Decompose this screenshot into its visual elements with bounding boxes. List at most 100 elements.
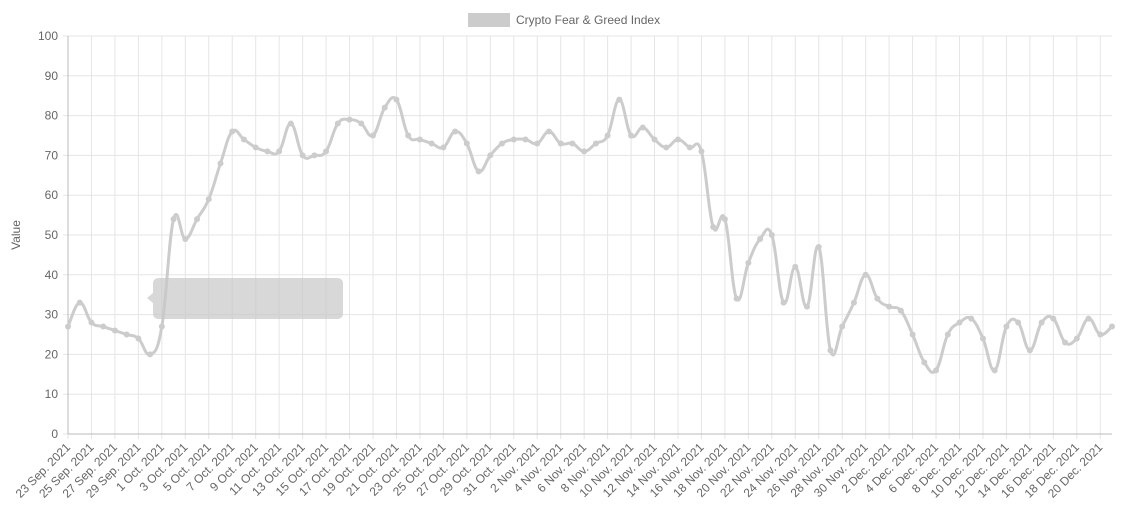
data-point — [158, 323, 165, 330]
data-point — [686, 144, 693, 151]
data-point — [616, 96, 623, 103]
data-point — [792, 263, 799, 270]
data-point — [311, 152, 318, 159]
y-tick-label: 70 — [45, 148, 59, 162]
data-point — [827, 347, 834, 354]
data-point — [135, 335, 142, 342]
data-point — [205, 196, 212, 203]
tooltip-caret — [147, 293, 153, 303]
data-point — [733, 295, 740, 302]
data-point — [862, 271, 869, 278]
data-point — [639, 124, 646, 131]
data-point — [897, 307, 904, 314]
data-point — [628, 132, 635, 139]
data-point — [287, 120, 294, 127]
data-point — [405, 132, 412, 139]
y-tick-label: 100 — [38, 29, 58, 43]
data-point — [1085, 315, 1092, 322]
data-point — [1062, 339, 1069, 346]
data-point — [956, 319, 963, 326]
legend-label: Crypto Fear & Greed Index — [516, 13, 660, 27]
data-point — [240, 136, 247, 143]
data-point — [381, 104, 388, 111]
data-point — [369, 132, 376, 139]
data-point — [874, 295, 881, 302]
y-tick-label: 50 — [45, 228, 59, 242]
data-point — [663, 144, 670, 151]
y-tick-label: 20 — [45, 347, 59, 361]
data-point — [757, 235, 764, 242]
data-point — [1038, 319, 1045, 326]
data-point — [522, 136, 529, 143]
data-point — [416, 136, 423, 143]
y-tick-label: 80 — [45, 109, 59, 123]
data-point — [299, 152, 306, 159]
data-point — [463, 140, 470, 147]
legend-swatch — [468, 13, 510, 27]
data-point — [170, 216, 177, 223]
data-point — [921, 359, 928, 366]
data-point — [534, 140, 541, 147]
data-point — [592, 140, 599, 147]
data-point — [499, 140, 506, 147]
data-point — [721, 216, 728, 223]
data-point — [1003, 323, 1010, 330]
data-point — [979, 335, 986, 342]
data-point — [815, 243, 822, 250]
data-point — [674, 136, 681, 143]
data-point — [229, 128, 236, 135]
data-point — [182, 235, 189, 242]
data-point — [65, 323, 71, 330]
data-point — [991, 367, 998, 374]
data-point — [440, 144, 447, 151]
data-point — [944, 331, 951, 338]
data-point — [698, 148, 705, 155]
data-point — [276, 148, 283, 155]
data-point — [745, 259, 752, 266]
data-point — [111, 327, 118, 334]
data-point — [780, 299, 787, 306]
data-point — [452, 128, 459, 135]
data-point — [850, 299, 857, 306]
data-point — [909, 331, 916, 338]
data-point — [886, 303, 893, 310]
y-tick-label: 10 — [45, 387, 59, 401]
data-point — [768, 232, 775, 238]
data-point — [1073, 335, 1080, 342]
data-point — [510, 136, 517, 143]
data-point — [475, 168, 482, 175]
data-point — [968, 315, 975, 322]
data-point — [323, 148, 330, 155]
data-point — [1015, 319, 1022, 326]
data-point — [710, 224, 717, 231]
data-point — [604, 132, 611, 139]
data-point — [123, 331, 130, 338]
y-tick-label: 30 — [45, 308, 59, 322]
data-point — [557, 140, 564, 147]
tooltip — [153, 278, 343, 319]
data-point — [264, 148, 271, 155]
y-tick-label: 90 — [45, 69, 59, 83]
data-point — [76, 299, 83, 306]
data-point — [1050, 315, 1057, 322]
data-point — [569, 140, 576, 147]
y-tick-label: 40 — [45, 268, 59, 282]
y-tick-label: 60 — [45, 188, 59, 202]
data-point — [1109, 323, 1115, 330]
data-point — [545, 128, 552, 135]
y-tick-label: 0 — [51, 427, 58, 441]
data-point — [839, 323, 846, 330]
data-point — [346, 116, 353, 123]
data-point — [581, 148, 588, 155]
data-point — [147, 351, 154, 358]
data-point — [334, 120, 341, 127]
data-point — [804, 303, 811, 310]
data-point — [88, 319, 95, 326]
data-point — [428, 140, 435, 147]
data-point — [933, 367, 940, 374]
data-point — [487, 152, 494, 159]
y-axis-title: Value — [9, 220, 23, 250]
data-point — [358, 120, 365, 127]
data-point — [194, 216, 201, 223]
